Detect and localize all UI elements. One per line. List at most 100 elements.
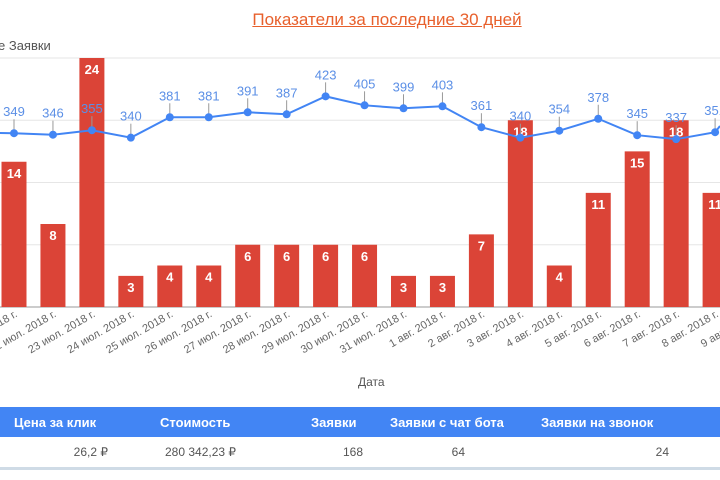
line-point [48,130,57,139]
chart-title: Показатели за последние 30 дней [252,10,522,29]
x-tick-label: 29 июл. 2018 г. [260,308,331,356]
line-data-label: 381 [159,88,181,103]
cell-call-leads: 24 [655,445,669,459]
line-data-label: 349 [3,104,25,119]
bar [196,265,222,307]
bar-data-label: 8 [49,228,56,243]
line-point [399,104,408,113]
bar-data-label: 11 [591,197,605,212]
bar-data-label: 24 [85,62,100,77]
bar [79,58,105,307]
line-data-label: 340 [120,109,142,124]
line-point [321,92,330,101]
bar-data-label: 7 [478,238,485,253]
bar-data-label: 4 [205,270,213,285]
line-data-label: 423 [315,67,337,82]
legend-item-zayavki: е Заявки [0,38,51,53]
cell-chatbot-leads: 64 [451,445,465,459]
bar-data-label: 11 [708,197,720,212]
bar [274,244,300,307]
line-point [10,129,18,138]
line-point [360,101,369,110]
bar [157,265,183,307]
bar [118,275,144,307]
line-data-label: 345 [626,106,648,121]
x-tick-label: 30 июл. 2018 г. [299,308,370,356]
bar-data-label: 3 [127,280,134,295]
line-point [516,133,525,142]
bar [40,224,66,307]
line-point [438,102,447,111]
line-point [672,135,681,144]
line-point [126,133,135,142]
bar [391,275,416,307]
line-data-label: 387 [276,85,298,100]
line-point [555,126,564,135]
line-data-label: 405 [354,76,376,91]
x-tick-label: 23 июл. 2018 г. [26,308,97,356]
cell-leads: 168 [342,445,363,459]
line-data-label: 378 [587,90,609,105]
x-tick-label: 31 июл. 2018 г. [338,308,409,356]
bar [585,192,611,307]
summary-table: Цена за клик Стоимость Заявки Заявки с ч… [0,407,720,470]
line-data-label: 361 [471,98,493,113]
bar-data-label: 6 [361,249,368,264]
bar [429,275,455,307]
bar-data-label: 6 [283,249,290,264]
x-tick-label: 25 июл. 2018 г. [104,308,175,356]
header-cpc[interactable]: Цена за клик [14,415,97,430]
bar-data-label: 3 [439,280,446,295]
line-point [243,108,252,117]
line-data-label: 381 [198,88,220,103]
bar [1,161,27,307]
line-point [711,128,720,137]
x-tick-label: 24 июл. 2018 г. [65,308,136,356]
line-data-label: 355 [81,101,103,116]
cell-cpc: 26,2 ₽ [73,445,108,459]
bar [624,151,650,307]
line-point [594,114,603,123]
line-data-label: 337 [665,110,687,125]
bar-data-label: 15 [630,155,644,170]
bar [702,192,720,307]
bar-data-label: 6 [322,249,329,264]
bar [235,244,261,307]
bar-data-label: 4 [556,270,564,285]
line-data-label: 391 [237,83,259,98]
table-row: 26,2 ₽ 280 342,23 ₽ 168 64 24 [0,437,720,470]
line-data-label: 346 [42,106,64,121]
bar [507,120,533,307]
header-cost[interactable]: Стоимость [160,415,231,430]
line-point [282,110,291,119]
line-data-label: 399 [393,79,415,94]
line-data-label: 403 [432,77,454,92]
x-tick-label: 28 июл. 2018 г. [221,308,292,356]
table-header: Цена за клик Стоимость Заявки Заявки с ч… [0,407,720,437]
bar-data-label: 4 [166,270,174,285]
line-data-label: 340 [509,109,531,124]
line-point [477,123,486,132]
x-axis-title: Дата [358,375,385,389]
bar [468,234,494,307]
line-data-label: 354 [548,102,570,117]
bar-data-label: 14 [7,166,22,181]
line-series [0,95,720,141]
bar [663,120,689,307]
cell-cost: 280 342,23 ₽ [165,445,237,459]
bar-data-label: 3 [400,280,407,295]
x-tick-label: 26 июл. 2018 г. [143,308,214,356]
header-call-leads[interactable]: Заявки на звонок [541,415,654,430]
bar [352,244,378,307]
x-tick-label: 27 июл. 2018 г. [182,308,253,356]
line-point [87,126,96,135]
line-data-label: 351 [704,103,720,118]
line-point [204,113,213,122]
bar-data-label: 6 [244,249,251,264]
header-chatbot-leads[interactable]: Заявки с чат бота [390,415,504,430]
line-point [633,131,642,140]
line-point [165,113,174,122]
bar [546,265,572,307]
header-leads[interactable]: Заявки [311,415,357,430]
